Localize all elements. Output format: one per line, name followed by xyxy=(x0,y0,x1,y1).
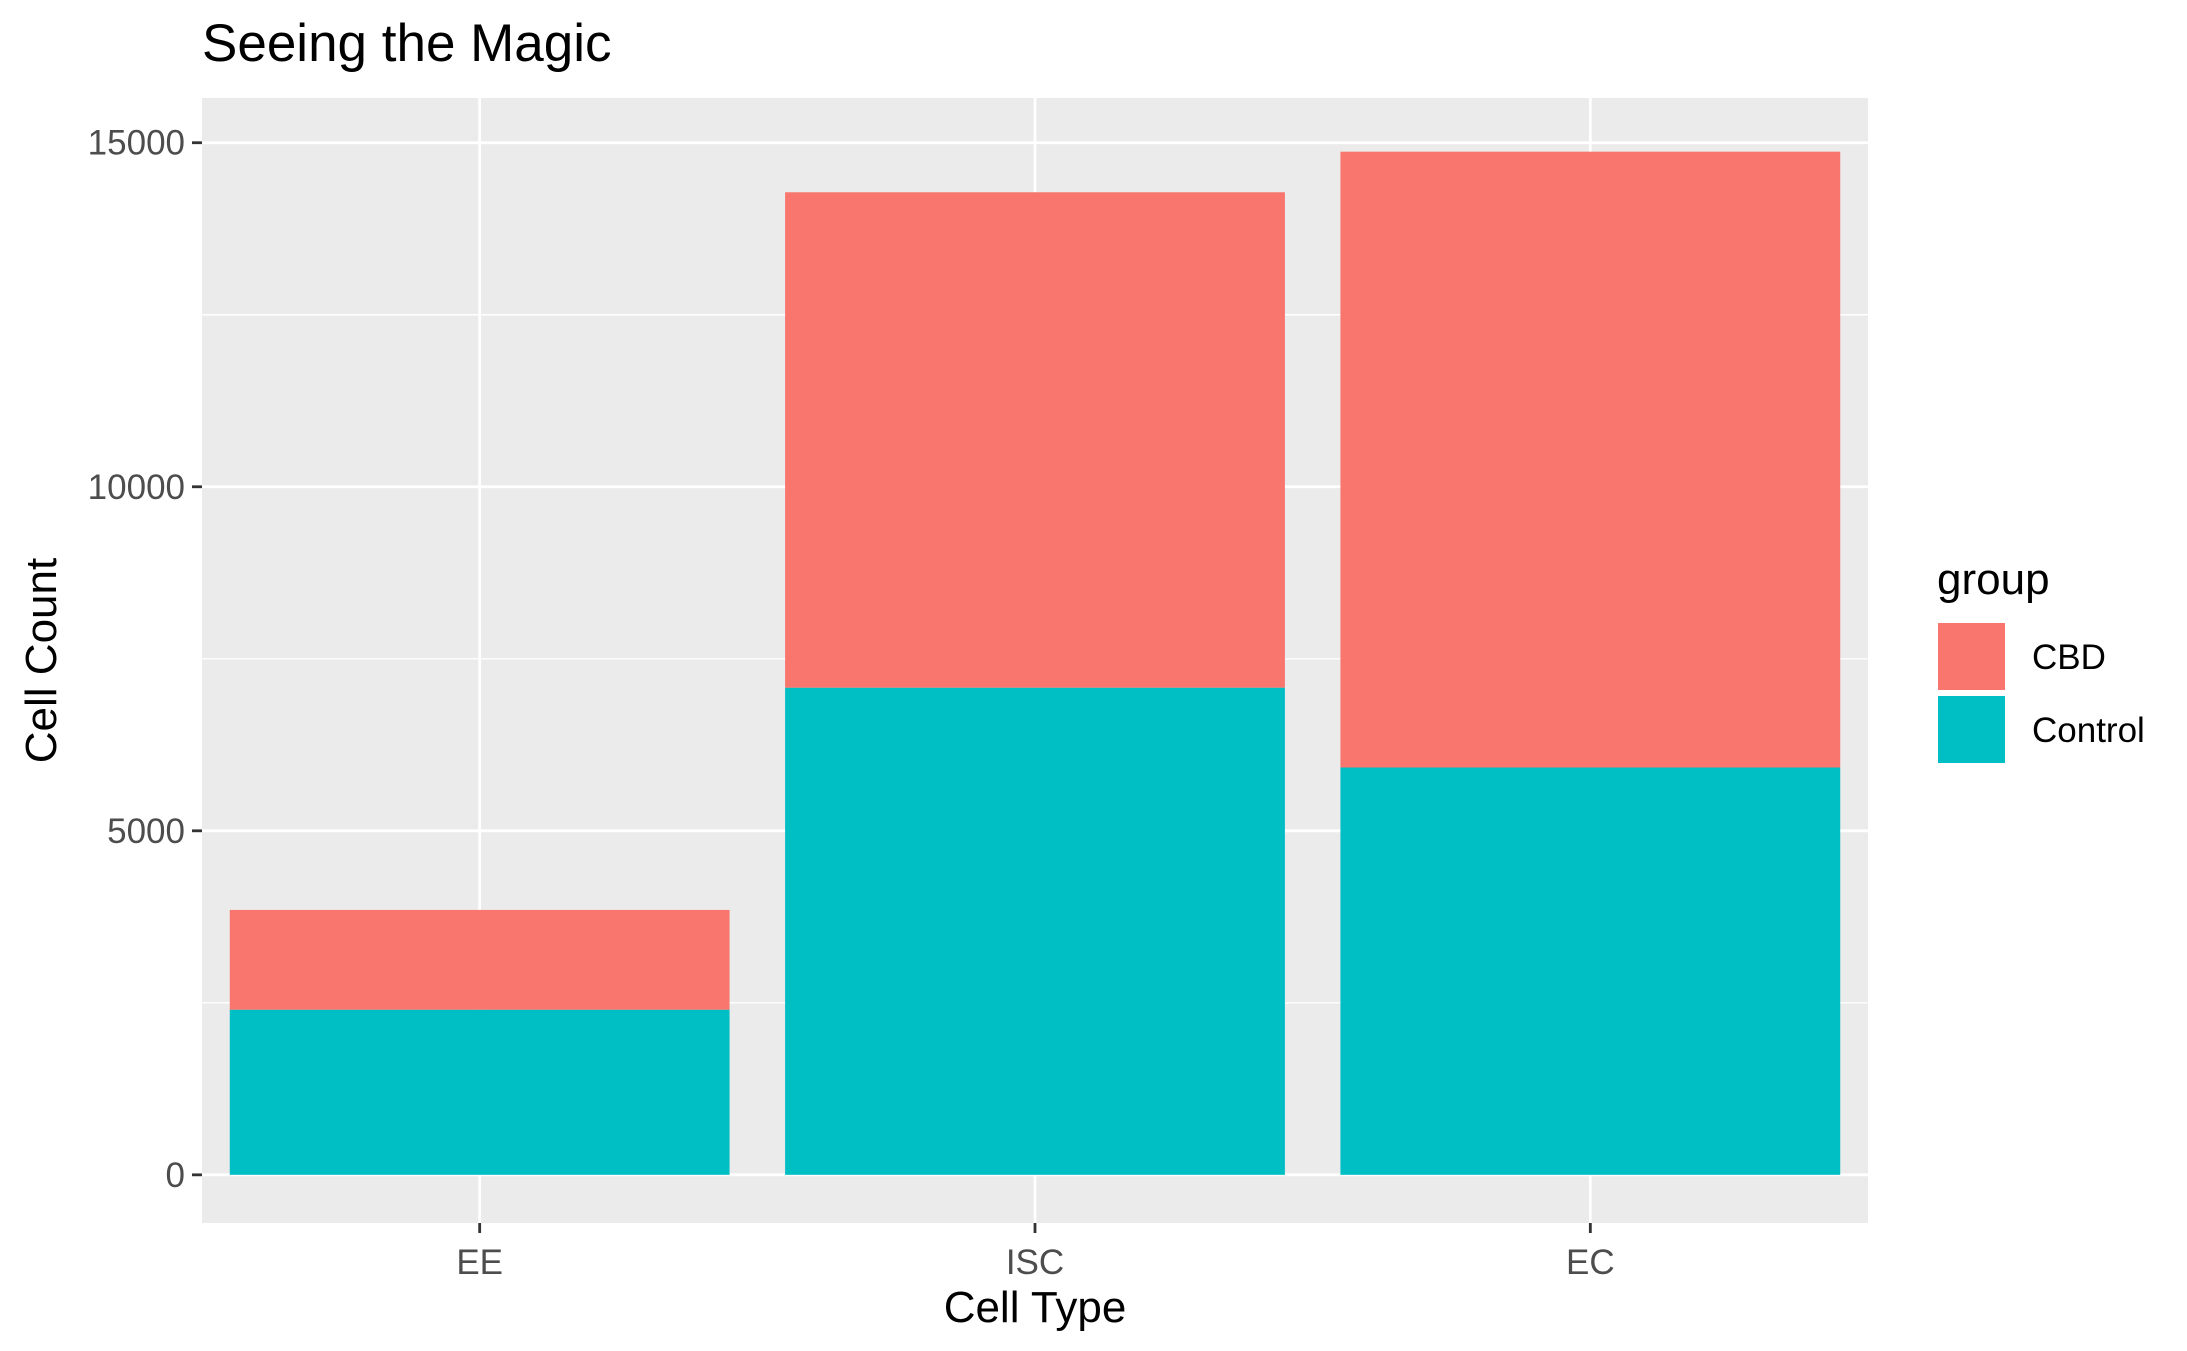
x-axis: EE ISC EC xyxy=(456,1223,1615,1282)
y-tick-label: 10000 xyxy=(88,468,185,507)
x-axis-title: Cell Type xyxy=(944,1283,1127,1332)
y-tick-label: 0 xyxy=(166,1156,185,1195)
x-tick-label: EE xyxy=(456,1243,503,1282)
y-axis-title: Cell Count xyxy=(17,558,66,763)
legend-label-cbd: CBD xyxy=(2032,638,2106,677)
y-tick-label: 5000 xyxy=(107,812,185,851)
legend-items: CBD Control xyxy=(1936,621,2145,765)
bar-control-ee xyxy=(229,1009,730,1175)
legend-key-control xyxy=(1936,694,2007,765)
legend-title: group xyxy=(1937,555,2050,604)
bar-cbd-isc xyxy=(785,192,1285,688)
bar-cbd-ee xyxy=(229,909,730,1010)
bar-control-isc xyxy=(785,687,1285,1175)
y-axis: 0 5000 10000 15000 xyxy=(88,124,202,1195)
x-tick-label: ISC xyxy=(1006,1243,1064,1282)
legend-label-control: Control xyxy=(2032,711,2145,750)
bar-cbd-ec xyxy=(1340,151,1841,768)
bar-control-ec xyxy=(1340,767,1841,1175)
x-tick-label: EC xyxy=(1566,1243,1615,1282)
y-tick-label: 15000 xyxy=(88,124,185,163)
legend-key-cbd xyxy=(1936,621,2007,692)
chart-title: Seeing the Magic xyxy=(202,14,612,73)
legend: group CBD Control xyxy=(1936,555,2145,765)
bars xyxy=(229,151,1841,1175)
